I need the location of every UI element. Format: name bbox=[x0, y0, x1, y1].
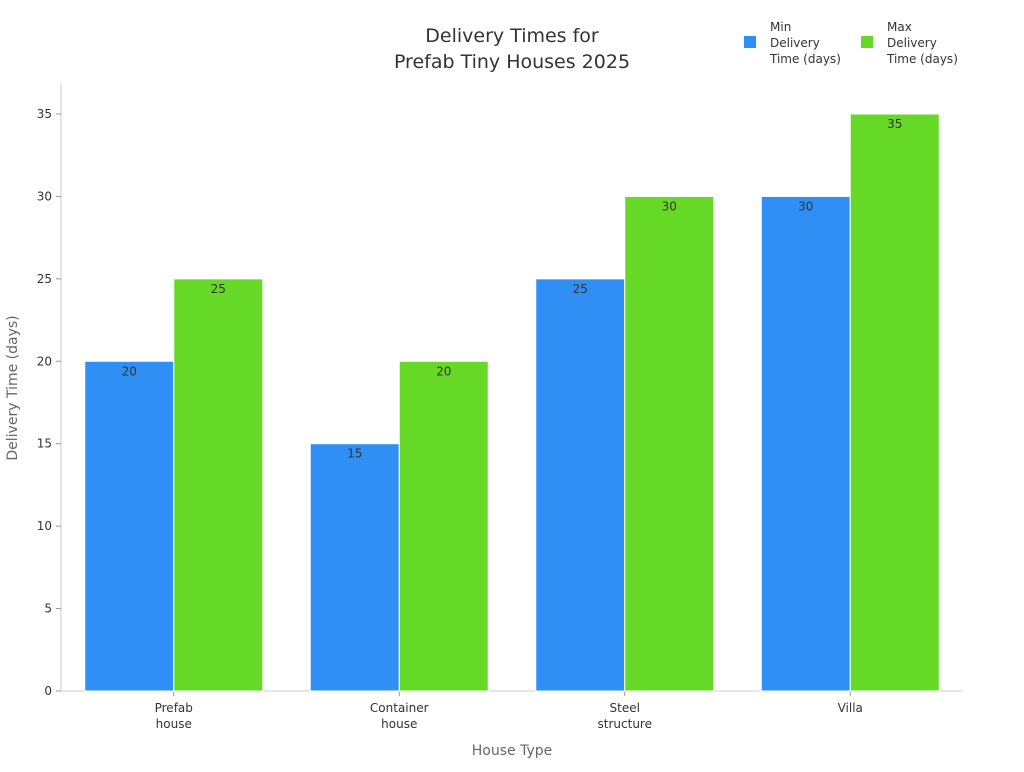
bar-value-label: 20 bbox=[436, 364, 451, 378]
x-tick-label: Prefab house bbox=[155, 701, 193, 731]
y-tick-label: 10 bbox=[37, 519, 52, 533]
legend-label-line: Time (days) bbox=[886, 52, 958, 66]
legend-label-line: Delivery bbox=[887, 36, 937, 50]
bar-labels: 20 25 15 20 25 30 30 35 bbox=[122, 117, 903, 461]
legend-swatch bbox=[861, 36, 873, 48]
x-tick-label-line: structure bbox=[598, 717, 652, 731]
x-tick-label-line: house bbox=[381, 717, 417, 731]
y-tick-label: 15 bbox=[37, 437, 52, 451]
chart-title-line: Delivery Times for bbox=[425, 25, 599, 47]
y-tick-label: 0 bbox=[44, 684, 52, 698]
legend-label: Max Delivery Time (days) bbox=[886, 20, 958, 66]
legend-label-line: Max bbox=[887, 20, 912, 34]
bar-value-label: 35 bbox=[887, 117, 902, 131]
bar-max bbox=[398, 360, 489, 692]
x-tick-label: Villa bbox=[838, 701, 863, 715]
bar-min bbox=[760, 195, 851, 692]
chart-title-line: Prefab Tiny Houses 2025 bbox=[394, 51, 630, 73]
bar-min bbox=[309, 443, 400, 692]
y-tick-label: 5 bbox=[44, 602, 52, 616]
x-tick-label-line: Prefab bbox=[155, 701, 193, 715]
chart-title: Delivery Times for Prefab Tiny Houses 202… bbox=[394, 25, 630, 73]
bar-min bbox=[84, 360, 175, 692]
y-tick-labels: 0 5 10 15 20 25 30 35 bbox=[37, 107, 52, 698]
y-axis-label: Delivery Time (days) bbox=[5, 315, 21, 460]
bar-value-label: 30 bbox=[662, 199, 677, 213]
bar-max bbox=[849, 113, 940, 692]
bars bbox=[84, 113, 940, 692]
legend-label-line: Time (days) bbox=[769, 52, 841, 66]
y-tick-label: 25 bbox=[37, 272, 52, 286]
y-tick-label: 35 bbox=[37, 107, 52, 121]
legend: Min Delivery Time (days) Max Delivery Time (d… bbox=[744, 20, 958, 66]
bar-min bbox=[535, 278, 626, 692]
x-tick-label-line: Steel bbox=[610, 701, 640, 715]
bar-max bbox=[624, 195, 715, 692]
legend-label-line: Delivery bbox=[770, 36, 820, 50]
bar-value-label: 25 bbox=[573, 282, 588, 296]
x-axis-label: House Type bbox=[472, 743, 552, 759]
bar-value-label: 20 bbox=[122, 364, 137, 378]
x-tick-labels: Prefab house Container house Steel structure V… bbox=[155, 701, 863, 731]
y-tick-label: 30 bbox=[37, 189, 52, 203]
bar-value-label: 15 bbox=[347, 447, 362, 461]
x-tick-label-line: house bbox=[156, 717, 192, 731]
bar-value-label: 25 bbox=[211, 282, 226, 296]
x-tick-label: Container house bbox=[370, 701, 429, 731]
bar-value-label: 30 bbox=[798, 199, 813, 213]
bar-max bbox=[173, 278, 264, 692]
x-tick-label: Steel structure bbox=[598, 701, 652, 731]
x-tick-label-line: Container bbox=[370, 701, 429, 715]
legend-label: Min Delivery Time (days) bbox=[769, 20, 841, 66]
legend-swatch bbox=[744, 36, 756, 48]
legend-label-line: Min bbox=[770, 20, 791, 34]
x-tick-label-line: Villa bbox=[838, 701, 863, 715]
y-tick-label: 20 bbox=[37, 354, 52, 368]
